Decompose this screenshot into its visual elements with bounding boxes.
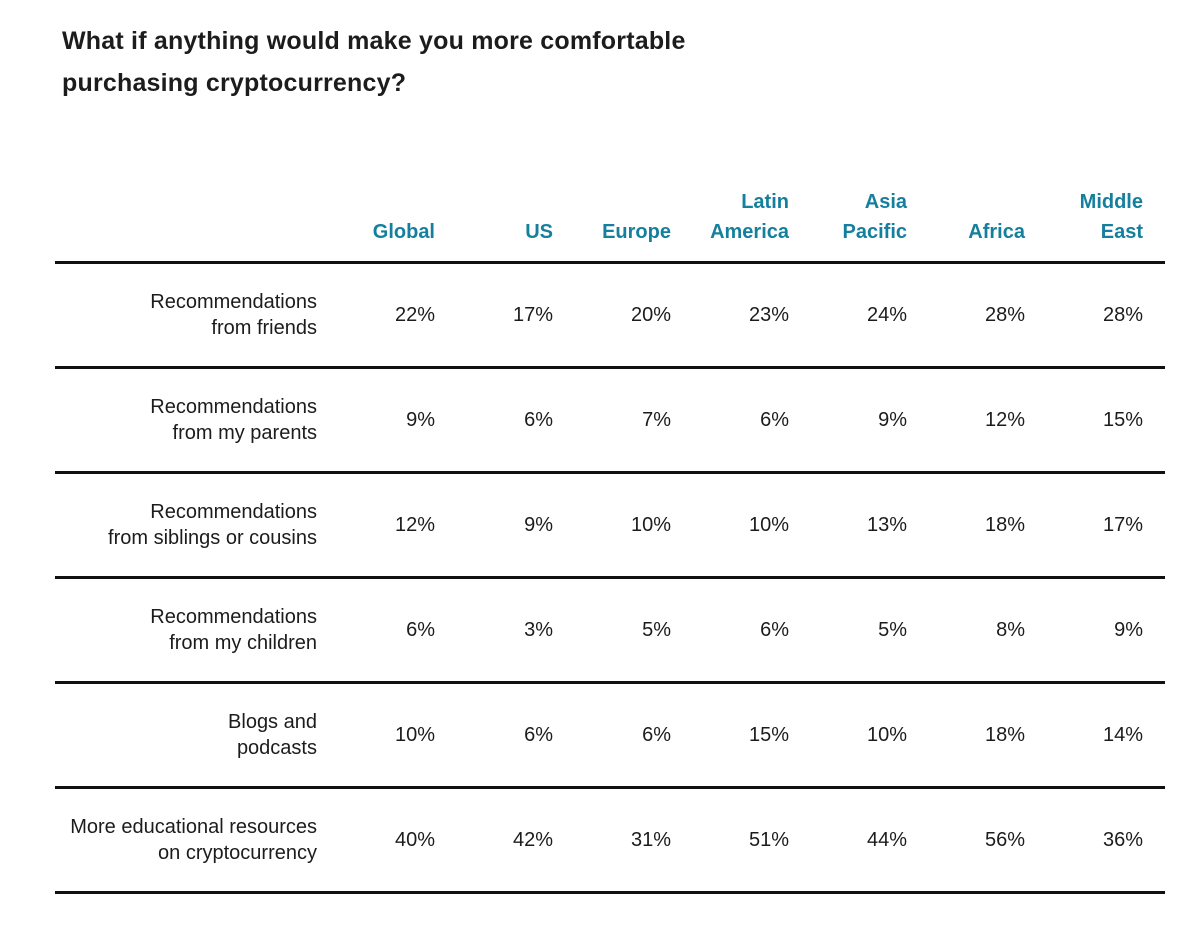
page-title: What if anything would make you more com… [62,20,1200,104]
column-header-global: Global [339,187,457,264]
survey-results-table: Global US Europe Latin America Asia [55,187,1165,894]
table-cell: 10% [693,472,811,579]
row-label: Recommendations from my children [55,577,339,684]
table-cell: 28% [1047,262,1165,369]
column-header-label: Africa [968,221,1025,243]
row-label-line: Recommendations [150,606,317,628]
row-label-line: More educational resources [70,816,317,838]
table-cell: 3% [457,577,575,684]
column-header-label: Asia [864,191,907,213]
column-header-label: America [710,221,789,243]
column-header-middle-east: Middle East [1047,187,1165,264]
row-label-line: Blogs and [228,711,317,733]
table-cell: 15% [693,682,811,789]
page-title-line-1: What if anything would make you more com… [62,27,686,55]
table-row-more-educational-resources: More educational resources on cryptocurr… [55,787,1165,894]
table-cell: 14% [1047,682,1165,789]
table-row-recommendations-from-my-parents: Recommendations from my parents 9% 6% 7%… [55,367,1165,474]
table-cell: 22% [339,262,457,369]
table-cell: 6% [693,367,811,474]
table-cell: 6% [693,577,811,684]
row-label-line: Recommendations [150,291,317,313]
column-header-label: East [1100,221,1143,243]
table-cell: 24% [811,262,929,369]
row-label: More educational resources on cryptocurr… [55,787,339,894]
table-cell: 44% [811,787,929,894]
table-cell: 5% [811,577,929,684]
row-label: Recommendations from my parents [55,367,339,474]
table-cell: 10% [339,682,457,789]
table-cell: 12% [339,472,457,579]
table-cell: 9% [1047,577,1165,684]
row-label: Blogs and podcasts [55,682,339,789]
column-header-us: US [457,187,575,264]
table-cell: 5% [575,577,693,684]
table-cell: 51% [693,787,811,894]
row-label-line: from my parents [172,422,317,444]
table-cell: 17% [457,262,575,369]
table-cell: 42% [457,787,575,894]
table-cell: 36% [1047,787,1165,894]
table-cell: 13% [811,472,929,579]
column-header-latin-america: Latin America [693,187,811,264]
row-label: Recommendations from friends [55,262,339,369]
table-row-recommendations-from-friends: Recommendations from friends 22% 17% 20%… [55,262,1165,369]
column-header-label: Global [372,221,435,243]
row-label-line: Recommendations [150,396,317,418]
table-cell: 20% [575,262,693,369]
table-cell: 9% [457,472,575,579]
row-label-line: Recommendations [150,501,317,523]
table-cell: 23% [693,262,811,369]
table-cell: 9% [811,367,929,474]
table-cell: 6% [339,577,457,684]
table-cell: 56% [929,787,1047,894]
table-row-blogs-and-podcasts: Blogs and podcasts 10% 6% 6% 15% 10% 18%… [55,682,1165,789]
table-header-row: Global US Europe Latin America Asia [55,187,1165,264]
row-label-line: from siblings or cousins [108,527,317,549]
column-header-label: Middle [1079,191,1143,213]
table-cell: 6% [575,682,693,789]
row-label-line: from my children [169,632,317,654]
row-label-line: podcasts [236,737,317,759]
table-cell: 10% [575,472,693,579]
table-cell: 9% [339,367,457,474]
column-header-asia-pacific: Asia Pacific [811,187,929,264]
table-cell: 18% [929,472,1047,579]
table-cell: 7% [575,367,693,474]
table-row-recommendations-from-siblings-or-cousins: Recommendations from siblings or cousins… [55,472,1165,579]
row-label-line: on cryptocurrency [158,842,317,864]
column-header-label: Pacific [842,221,907,243]
table-cell: 8% [929,577,1047,684]
table-cell: 18% [929,682,1047,789]
page-title-line-2: purchasing cryptocurrency? [62,69,407,97]
table-cell: 31% [575,787,693,894]
column-header-label: US [525,221,553,243]
table-cell: 28% [929,262,1047,369]
column-header-europe: Europe [575,187,693,264]
column-header-africa: Africa [929,187,1047,264]
table-cell: 12% [929,367,1047,474]
row-label-header [55,187,339,264]
table-cell: 40% [339,787,457,894]
table-row-recommendations-from-my-children: Recommendations from my children 6% 3% 5… [55,577,1165,684]
table-cell: 15% [1047,367,1165,474]
table-cell: 6% [457,682,575,789]
column-header-label: Latin [741,191,789,213]
table-cell: 6% [457,367,575,474]
table-cell: 17% [1047,472,1165,579]
column-header-label: Europe [602,221,671,243]
table-cell: 10% [811,682,929,789]
report-page: What if anything would make you more com… [0,20,1200,928]
row-label-line: from friends [211,317,317,339]
row-label: Recommendations from siblings or cousins [55,472,339,579]
